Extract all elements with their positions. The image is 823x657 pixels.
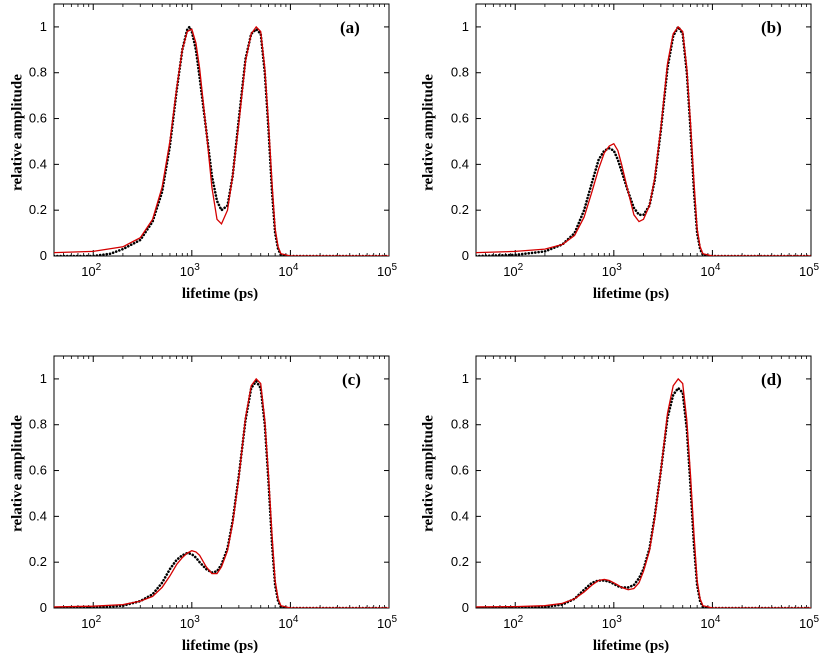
y-axis-label: relative amplitude [9, 74, 26, 191]
y-tick-label: 1 [462, 371, 469, 386]
y-tick-label: 0.8 [451, 417, 469, 432]
series-fit-line [54, 377, 389, 608]
chart-panel-c: 0 0.2 0.4 0.6 0.8 1 102 103 104 105 relative ampl… [0, 329, 412, 657]
chart-c-svg: 0 0.2 0.4 0.6 0.8 1 102 103 104 105 [29, 355, 397, 631]
series-fit-line [54, 25, 389, 256]
y-tick-label: 0 [462, 248, 469, 263]
x-tick-label: 102 [81, 614, 101, 631]
x-tick-label: 104 [700, 262, 720, 279]
y-tick-label: 0.2 [451, 202, 469, 217]
y-tick-label: 0.6 [29, 111, 47, 126]
series-dotted-line [54, 24, 389, 256]
x-axis-label: lifetime (ps) [181, 286, 259, 302]
plot-frame [53, 355, 390, 609]
y-tick-label: 0.8 [29, 417, 47, 432]
panel-label: (a) [340, 18, 360, 37]
y-axis-label: relative amplitude [420, 74, 437, 191]
y-tick-label: 1 [40, 19, 47, 34]
panel-label: (b) [761, 18, 782, 37]
x-tick-label: 105 [799, 614, 819, 631]
y-tick-label: 0 [40, 600, 47, 615]
x-tick-label: 104 [278, 262, 298, 279]
x-tick-label: 102 [503, 262, 523, 279]
x-axis-label: lifetime (ps) [181, 638, 259, 654]
x-tick-label: 104 [700, 614, 720, 631]
x-tick-label: 102 [503, 614, 523, 631]
y-tick-label: 0.2 [29, 202, 47, 217]
series-dotted-line [476, 24, 811, 256]
y-tick-label: 0 [40, 248, 47, 263]
x-tick-label: 102 [81, 262, 101, 279]
chart-panel-b: 0 0.2 0.4 0.6 0.8 1 102 103 104 105 relative ampl… [411, 0, 823, 328]
y-tick-label: 0.2 [29, 554, 47, 569]
panel-label: (c) [342, 370, 361, 389]
series-dotted-line [476, 386, 811, 608]
series-fit-line [476, 377, 811, 608]
plot-frame [53, 3, 390, 257]
y-axis-label: relative amplitude [9, 415, 26, 532]
series-dotted-line [54, 378, 389, 608]
chart-panel-a: 0 0.2 0.4 0.6 0.8 1 102 103 104 105 relative ampl… [0, 0, 412, 328]
chart-a-svg: 0 0.2 0.4 0.6 0.8 1 102 103 104 105 [29, 3, 397, 279]
y-tick-label: 0.8 [451, 65, 469, 80]
y-tick-label: 0.2 [451, 554, 469, 569]
y-tick-label: 0.4 [451, 156, 469, 171]
y-tick-label: 0.6 [451, 463, 469, 478]
chart-d-svg: 0 0.2 0.4 0.6 0.8 1 102 103 104 105 [451, 355, 819, 631]
x-axis-label: lifetime (ps) [592, 638, 670, 654]
y-tick-label: 0.6 [451, 111, 469, 126]
y-tick-label: 0 [462, 600, 469, 615]
x-axis-label: lifetime (ps) [592, 286, 670, 302]
x-tick-label: 105 [377, 262, 397, 279]
x-tick-label: 105 [799, 262, 819, 279]
chart-b-svg: 0 0.2 0.4 0.6 0.8 1 102 103 104 105 [451, 3, 819, 279]
x-tick-label: 103 [180, 262, 200, 279]
y-tick-label: 0.4 [451, 508, 469, 523]
x-tick-label: 103 [602, 614, 622, 631]
y-tick-label: 1 [462, 19, 469, 34]
y-axis-label: relative amplitude [420, 415, 437, 532]
series-fit-line [476, 25, 811, 256]
y-tick-label: 0.4 [29, 508, 47, 523]
y-tick-label: 1 [40, 371, 47, 386]
panel-label: (d) [761, 370, 782, 389]
x-tick-label: 103 [602, 262, 622, 279]
chart-panel-d: 0 0.2 0.4 0.6 0.8 1 102 103 104 105 relative ampl… [411, 329, 823, 657]
y-tick-label: 0.8 [29, 65, 47, 80]
y-tick-label: 0.6 [29, 463, 47, 478]
x-tick-label: 105 [377, 614, 397, 631]
x-tick-label: 104 [278, 614, 298, 631]
x-tick-label: 103 [180, 614, 200, 631]
y-tick-label: 0.4 [29, 156, 47, 171]
